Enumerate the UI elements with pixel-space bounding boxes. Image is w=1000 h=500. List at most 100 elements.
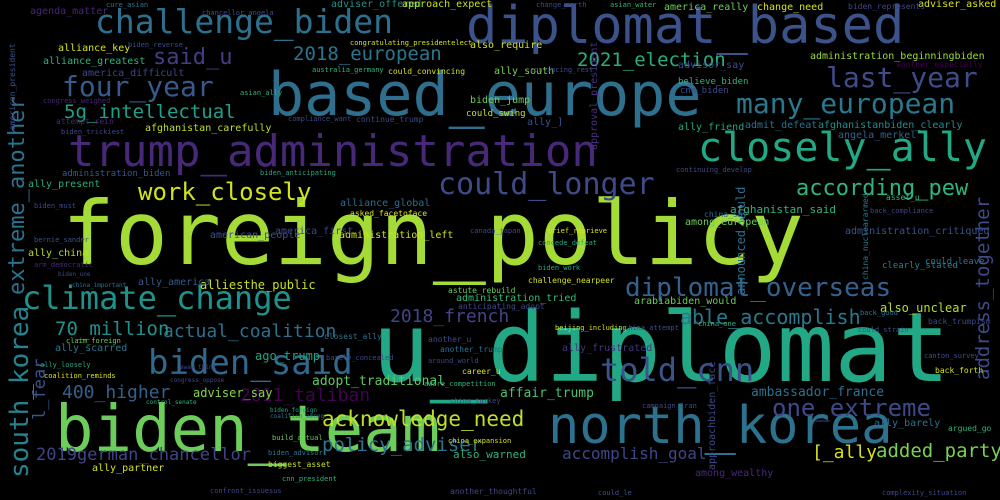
word: could_le bbox=[598, 489, 632, 497]
word: diplomat_overseas bbox=[625, 273, 892, 303]
word: many_european bbox=[736, 87, 956, 120]
word: back_forth bbox=[935, 366, 984, 375]
word: back_good bbox=[860, 309, 898, 317]
word: american_president bbox=[8, 43, 17, 130]
word: china_expansion bbox=[448, 437, 512, 445]
word: alliance_key bbox=[58, 43, 131, 54]
word: added_party bbox=[876, 440, 1000, 462]
word: another_u bbox=[428, 335, 472, 344]
word: congress_oppose bbox=[170, 377, 225, 384]
word: another_especially bbox=[896, 60, 983, 69]
word: ally_south bbox=[494, 66, 555, 77]
word: adviser_asked bbox=[918, 0, 997, 10]
word: ambassador_france bbox=[751, 385, 885, 400]
word: biden_trickiest bbox=[61, 128, 125, 136]
word: asked_facetoface bbox=[350, 209, 428, 218]
word: argued_go bbox=[948, 424, 992, 433]
word: told_cnn bbox=[600, 351, 755, 389]
word: ally_america bbox=[138, 277, 211, 288]
word: china_important bbox=[72, 282, 127, 289]
word: beijing_including bbox=[555, 324, 627, 332]
word: could_convincing bbox=[388, 67, 466, 76]
word: 400_higher bbox=[62, 382, 171, 403]
word: claim_foreign bbox=[66, 337, 121, 345]
word: u_diplomat bbox=[372, 292, 950, 404]
word: america_difficult bbox=[82, 68, 185, 79]
word: astute_rebuild bbox=[448, 286, 516, 295]
word: agenda_matter bbox=[30, 6, 109, 17]
word: ally_friend bbox=[678, 122, 745, 133]
word: aware_competition bbox=[424, 380, 496, 388]
word: trump_administration bbox=[68, 126, 598, 177]
word: administration_beginningbiden bbox=[810, 51, 985, 62]
word: china_say bbox=[704, 210, 748, 219]
word: approachbiden_face bbox=[707, 361, 718, 470]
word: afghanistan_carefully bbox=[145, 123, 272, 134]
word: control_senate bbox=[146, 399, 197, 406]
word: ago_trump bbox=[255, 349, 321, 363]
word: build_actual bbox=[272, 434, 323, 442]
word: china_one bbox=[698, 320, 736, 328]
word: another_thoughtful bbox=[450, 487, 537, 496]
word: congress_weighed bbox=[43, 97, 111, 105]
word: clearly_stated bbox=[882, 261, 958, 271]
word: 2018_european bbox=[293, 43, 442, 65]
word: congratulating_presidentelect bbox=[350, 39, 473, 47]
word: climate_change bbox=[22, 279, 292, 317]
word: last_year bbox=[826, 61, 978, 94]
word: complexity_situation bbox=[882, 489, 967, 497]
word: alliance_global bbox=[340, 198, 431, 209]
word: 5g_intellectual bbox=[64, 101, 236, 123]
word: adviser_say bbox=[193, 386, 273, 400]
word: away_think bbox=[180, 364, 217, 371]
word: 2011_taliban bbox=[240, 385, 371, 406]
word: could_leave bbox=[925, 257, 985, 267]
word: change_north bbox=[536, 1, 587, 9]
word: convincing_rest bbox=[530, 66, 594, 74]
word: asian_water bbox=[610, 1, 657, 9]
word: bernie_sander bbox=[34, 236, 89, 244]
word: concede_defeat bbox=[538, 239, 598, 247]
word: could_strain bbox=[858, 326, 909, 334]
word: one_extreme bbox=[772, 394, 931, 422]
word: anticipating_adopt bbox=[458, 302, 545, 311]
word: admit_defeat bbox=[745, 120, 818, 131]
word: based_europe bbox=[268, 60, 702, 130]
word: ally_frustrated bbox=[562, 343, 653, 354]
word: canton_survey bbox=[924, 352, 979, 360]
word: four_year bbox=[62, 70, 214, 103]
word: chancellor_angela bbox=[202, 9, 274, 17]
word: diplomat_based bbox=[466, 0, 905, 56]
word: american_people bbox=[210, 230, 301, 241]
word: north_korea bbox=[548, 396, 893, 456]
word: biggest_asset bbox=[268, 460, 331, 469]
word: challenge_biden bbox=[95, 2, 394, 41]
word: china_turkey bbox=[450, 397, 501, 405]
word: 2018_french bbox=[390, 306, 510, 327]
word: [_ally bbox=[812, 442, 878, 463]
word: 2021_election bbox=[577, 49, 726, 71]
word: acknowledge_need bbox=[322, 407, 525, 431]
word: approach_expect bbox=[402, 0, 493, 10]
word: administration_critiqued bbox=[845, 226, 990, 237]
word: also_unclear bbox=[880, 301, 967, 315]
word: according_pew bbox=[796, 176, 969, 201]
word: career_u bbox=[462, 367, 501, 376]
word: among_european bbox=[685, 217, 770, 228]
word: believe_biden bbox=[678, 77, 749, 87]
word: afghanistanbiden_clearly bbox=[818, 120, 963, 131]
word: ally_scarred bbox=[55, 343, 128, 354]
word: challenge_nearpeer bbox=[528, 276, 615, 285]
word: china_attempt bbox=[624, 324, 679, 332]
word: administration_tried bbox=[456, 293, 577, 304]
word: ally_partner bbox=[92, 463, 165, 474]
word: could_longer bbox=[438, 167, 655, 202]
word: asset_u bbox=[886, 193, 920, 202]
word: policy_adviser bbox=[322, 434, 483, 456]
word: barely_concealed bbox=[326, 354, 394, 362]
word: brief_reprieve bbox=[548, 227, 608, 235]
word: administration_left bbox=[339, 230, 454, 241]
word: affair_trump bbox=[500, 386, 594, 401]
word: alliance_greatest bbox=[43, 56, 146, 67]
word: around_world bbox=[428, 357, 479, 365]
